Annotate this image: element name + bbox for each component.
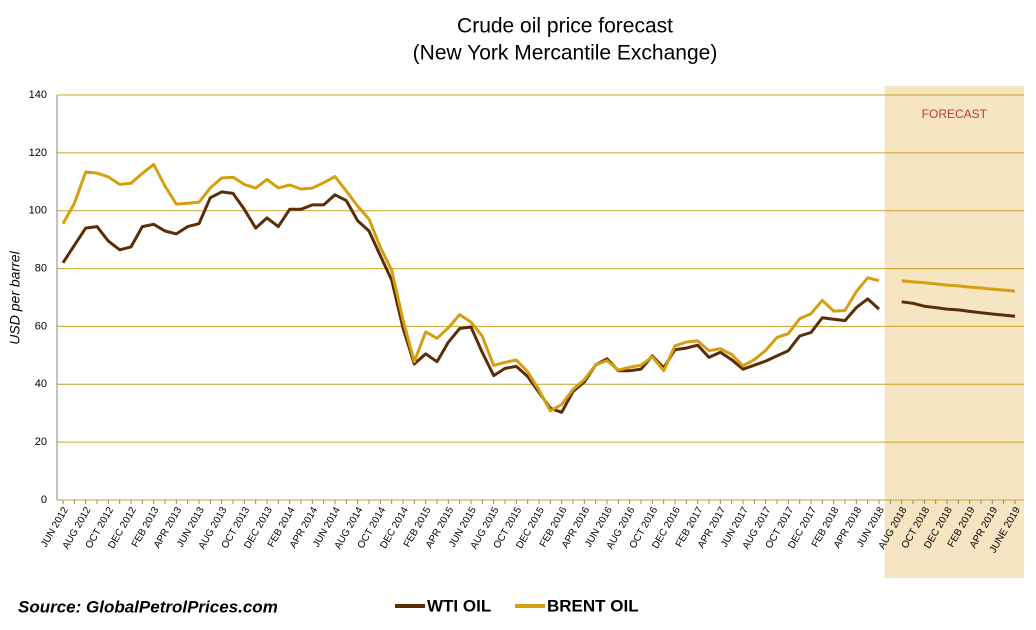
- forecast-region: [884, 86, 1024, 578]
- y-tick-label: 140: [29, 89, 47, 101]
- source: Source: GlobalPetrolPrices.com: [18, 597, 278, 616]
- y-tick-label: 20: [35, 436, 47, 448]
- y-tick-label: 80: [35, 262, 47, 274]
- y-tick-label: 120: [29, 147, 47, 159]
- chart-subtitle: (New York Mercantile Exchange): [413, 42, 718, 65]
- line-series: [61, 162, 1016, 413]
- chart-title: Crude oil price forecast: [457, 15, 673, 38]
- line-series: [61, 190, 1016, 414]
- y-tick-label: 100: [29, 205, 47, 217]
- legend-label: BRENT OIL: [547, 596, 639, 615]
- legend-label: WTI OIL: [427, 596, 491, 615]
- y-tick-label: 0: [41, 494, 47, 506]
- y-axis-label: USD per barrel: [7, 250, 23, 344]
- y-tick-label: 40: [35, 378, 47, 390]
- y-tick-label: 60: [35, 320, 47, 332]
- forecast-label: FORECAST: [922, 107, 988, 121]
